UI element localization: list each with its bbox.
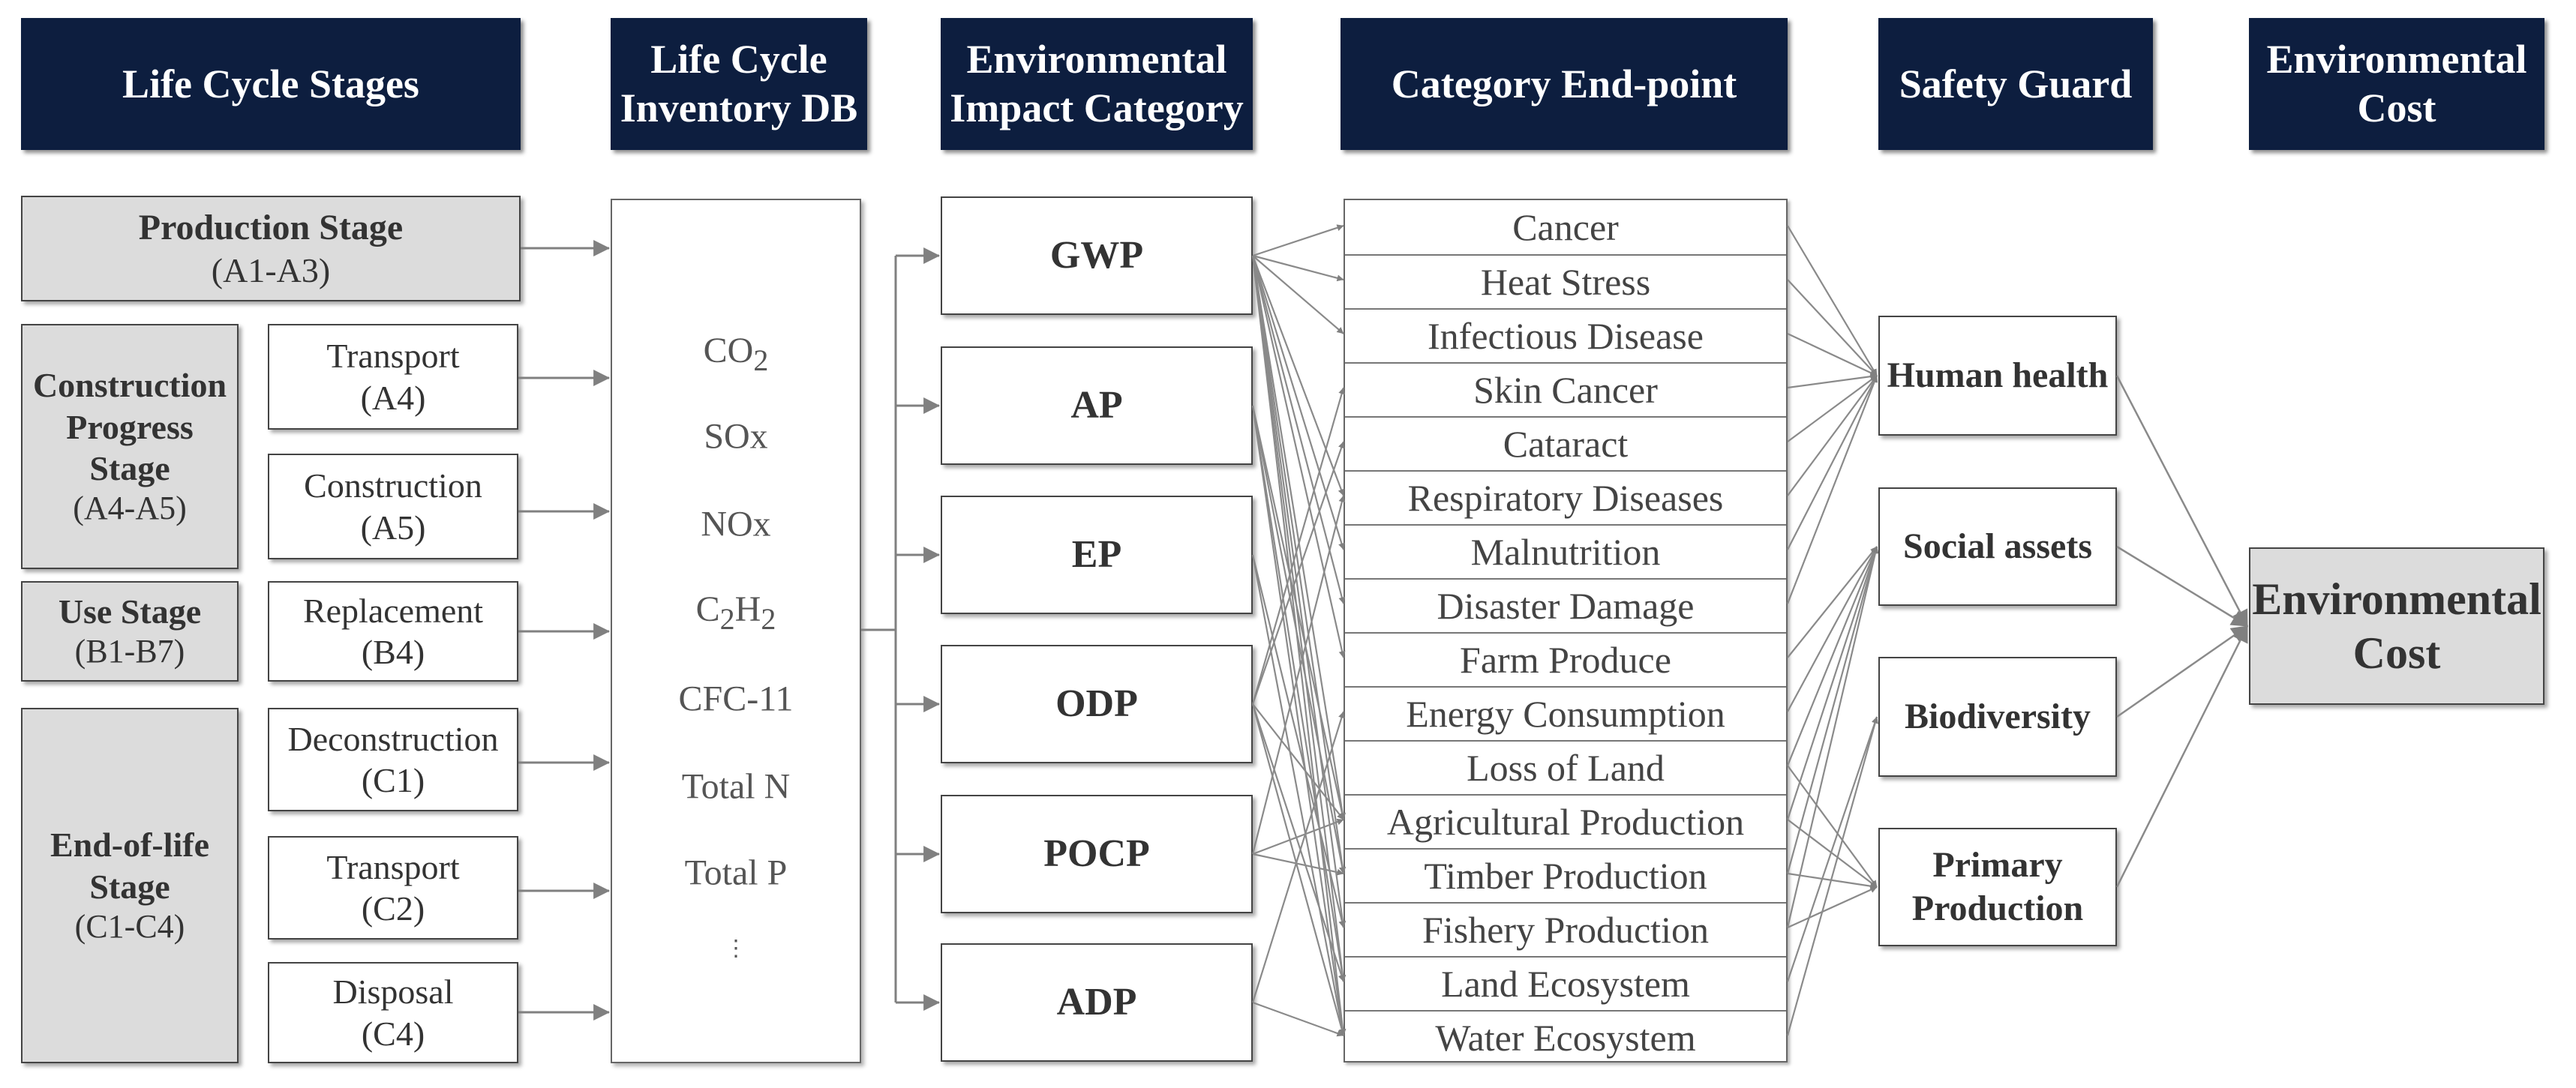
production-stage-title: Production Stage (138, 208, 404, 248)
endpoint-skin-cancer: Skin Cancer (1345, 362, 1786, 416)
header-life-cycle-stages: Life Cycle Stages (21, 18, 521, 150)
process-deconstruction-c1: Deconstruction (C1) (268, 708, 518, 811)
impact-ap: AP (941, 346, 1253, 465)
eol-stage-box: End-of-life Stage (C1-C4) (21, 708, 239, 1063)
lci-item-co2: CO2 (703, 331, 769, 377)
process-transport-a4: Transport (A4) (268, 324, 518, 430)
safeguard-to-cost-arrows (2115, 375, 2249, 888)
header-safety-guard: Safety Guard (1878, 18, 2153, 150)
process-construction-a5: Construction (A5) (268, 454, 518, 559)
header-lci-db: Life Cycle Inventory DB (611, 18, 867, 150)
lci-item-cfc11: CFC-11 (678, 679, 794, 719)
use-stage-box: Use Stage (B1-B7) (21, 581, 239, 682)
impact-pocp: POCP (941, 795, 1253, 913)
lci-item-ellipsis: ⋮ (725, 936, 747, 961)
construction-stage-code: (A4-A5) (73, 489, 187, 526)
environmental-cost-box: Environmental Cost (2249, 547, 2544, 705)
header-category-endpoint: Category End-point (1341, 18, 1788, 150)
endpoint-fishery-production: Fishery Production (1345, 902, 1786, 956)
header-environmental-cost: Environmental Cost (2249, 18, 2544, 150)
endpoint-infectious-disease: Infectious Disease (1345, 308, 1786, 362)
process-transport-c2: Transport (C2) (268, 836, 518, 940)
lci-to-impact-arrows (861, 247, 941, 1011)
endpoint-heat-stress: Heat Stress (1345, 254, 1786, 308)
impact-ep: EP (941, 496, 1253, 614)
production-stage-box: Production Stage (A1-A3) (21, 196, 521, 301)
endpoint-agricultural-production: Agricultural Production (1345, 794, 1786, 848)
construction-stage-box: Construction Progress Stage (A4-A5) (21, 324, 239, 569)
endpoint-water-ecosystem: Water Ecosystem (1345, 1010, 1786, 1064)
lci-item-total-p: Total P (684, 853, 788, 893)
process-replacement-b4: Replacement (B4) (268, 581, 518, 682)
endpoint-to-safeguard-arrows (1786, 225, 1879, 1036)
endpoint-loss-of-land: Loss of Land (1345, 740, 1786, 794)
endpoint-energy-consumption: Energy Consumption (1345, 686, 1786, 740)
eol-stage-code: (C1-C4) (74, 907, 185, 945)
endpoint-respiratory-diseases: Respiratory Diseases (1345, 470, 1786, 524)
endpoint-land-ecosystem: Land Ecosystem (1345, 956, 1786, 1010)
production-stage-code: (A1-A3) (211, 250, 331, 289)
endpoint-cancer: Cancer (1512, 206, 1619, 248)
safeguard-social-assets: Social assets (1878, 487, 2117, 606)
safeguard-human-health: Human health (1878, 316, 2117, 436)
impact-adp: ADP (941, 943, 1253, 1062)
header-impact-category: Environmental Impact Category (941, 18, 1253, 150)
lci-item-c2h2: C2H2 (695, 589, 776, 636)
endpoint-disaster-damage: Disaster Damage (1345, 578, 1786, 632)
endpoint-farm-produce: Farm Produce (1345, 632, 1786, 686)
impact-odp: ODP (941, 645, 1253, 763)
lci-item-sox: SOx (704, 416, 768, 457)
safeguard-primary-production: Primary Production (1878, 828, 2117, 946)
lci-item-nox: NOx (701, 504, 771, 544)
use-stage-code: (B1-B7) (74, 633, 185, 670)
lci-db-box: CO2 SOx NOx C2H2 CFC-11 Total N Total P … (611, 199, 861, 1063)
endpoint-malnutrition: Malnutrition (1345, 524, 1786, 578)
endpoint-column: Cancer Heat Stress Infectious Disease Sk… (1344, 199, 1788, 1063)
stage-to-lci-arrows (518, 240, 611, 1021)
lci-item-total-n: Total N (681, 766, 791, 807)
impact-to-endpoint-arrows (1251, 224, 1347, 1037)
safeguard-biodiversity: Biodiversity (1878, 657, 2117, 777)
endpoint-timber-production: Timber Production (1345, 848, 1786, 902)
endpoint-cataract: Cataract (1345, 416, 1786, 470)
impact-gwp: GWP (941, 196, 1253, 315)
process-disposal-c4: Disposal (C4) (268, 962, 518, 1063)
